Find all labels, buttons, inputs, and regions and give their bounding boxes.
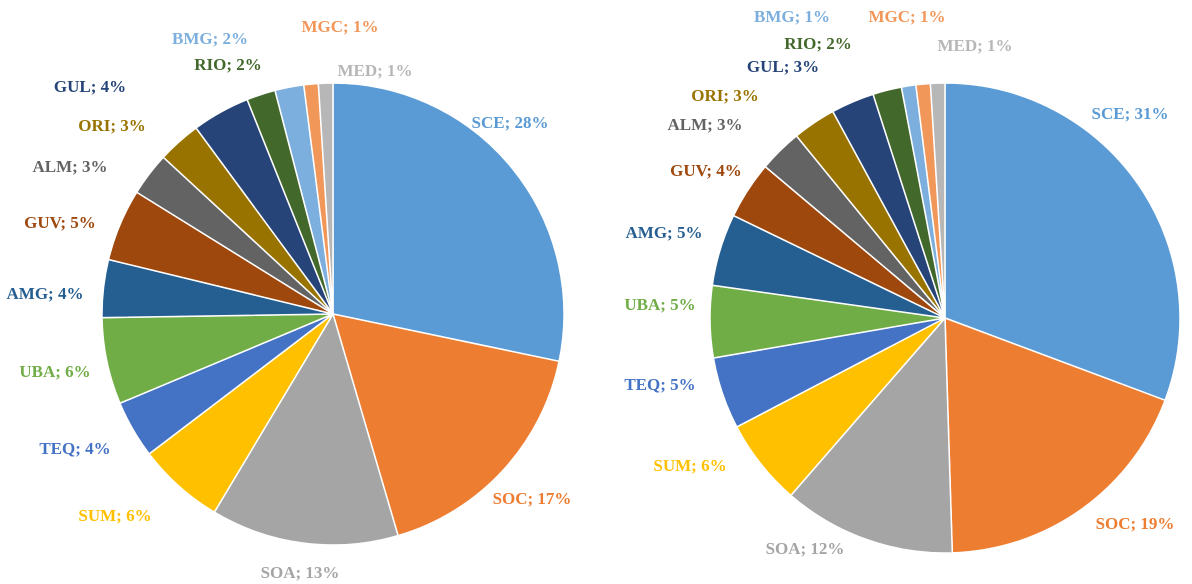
pie-slice bbox=[213, 312, 400, 546]
pie-slice bbox=[944, 316, 1167, 554]
pie-slice bbox=[789, 316, 954, 554]
slice-label: ORI; 3% bbox=[691, 86, 759, 105]
slice-label: GUL; 3% bbox=[747, 57, 819, 76]
slice-label: BMG; 2% bbox=[172, 29, 248, 48]
slice-label: SUM; 6% bbox=[78, 506, 151, 525]
slice-label: SCE; 31% bbox=[1092, 104, 1169, 123]
slice-label: AMG; 5% bbox=[626, 223, 703, 242]
slice-label: GUL; 4% bbox=[54, 77, 126, 96]
slice-label: MED; 1% bbox=[337, 61, 412, 80]
slice-label: TEQ; 5% bbox=[624, 375, 695, 394]
pie-slice bbox=[929, 82, 946, 319]
slice-label: SUM; 6% bbox=[653, 456, 726, 475]
slice-label: MGC; 1% bbox=[302, 17, 379, 36]
slice-label: RIO; 2% bbox=[194, 55, 262, 74]
slice-label: ORI; 3% bbox=[78, 116, 146, 135]
slice-label: UBA; 6% bbox=[19, 362, 90, 381]
pie-slice bbox=[317, 82, 334, 315]
slice-label: UBA; 5% bbox=[624, 295, 695, 314]
pie-slice bbox=[332, 82, 565, 363]
slice-label: ALM; 3% bbox=[667, 115, 742, 134]
slice-label: GUV; 4% bbox=[670, 161, 742, 180]
pie-slice bbox=[331, 313, 560, 537]
slice-label: RIO; 2% bbox=[784, 34, 852, 53]
slice-label: SCE; 28% bbox=[472, 113, 549, 132]
pie-slice bbox=[944, 82, 1181, 402]
slice-label: SOA; 13% bbox=[261, 563, 340, 582]
slice-label: MED; 1% bbox=[937, 36, 1012, 55]
slice-label: ALM; 3% bbox=[32, 157, 107, 176]
slice-label: AMG; 4% bbox=[7, 284, 84, 303]
slice-label: SOC; 17% bbox=[493, 489, 572, 508]
slice-label: MGC; 1% bbox=[869, 7, 946, 26]
slice-label: SOC; 19% bbox=[1096, 514, 1175, 533]
slice-label: SOA; 12% bbox=[766, 539, 845, 558]
slice-label: TEQ; 4% bbox=[39, 439, 110, 458]
slice-label: BMG; 1% bbox=[754, 7, 830, 26]
slice-label: GUV; 5% bbox=[24, 213, 96, 232]
